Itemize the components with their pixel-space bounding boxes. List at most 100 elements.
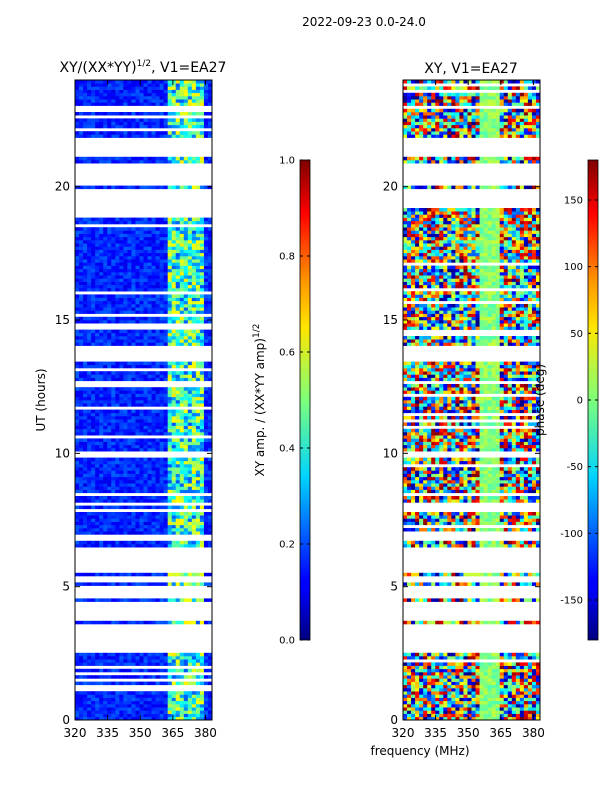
heatmap-cell (91, 403, 96, 407)
heatmap-cell (87, 700, 92, 705)
heatmap-cell (207, 694, 212, 698)
heatmap-cell (139, 691, 144, 695)
heatmap-cell (203, 409, 209, 414)
heatmap-cell (131, 131, 136, 135)
heatmap-cell (415, 662, 420, 666)
heatmap-cell (107, 134, 112, 138)
heatmap-cell (195, 124, 201, 129)
heatmap-cell (207, 505, 212, 510)
heatmap-cell (131, 419, 136, 423)
heatmap-cell (195, 390, 201, 394)
heatmap-cell (435, 668, 440, 673)
heatmap-cell (179, 620, 185, 625)
heatmap-cell (95, 457, 100, 462)
heatmap-cell (171, 697, 177, 702)
heatmap-cell (151, 86, 156, 90)
heatmap-cell (119, 156, 124, 161)
heatmap-cell (159, 156, 165, 161)
heatmap-cell (127, 713, 132, 718)
heatmap-cell (87, 419, 92, 423)
heatmap-cell (99, 419, 104, 423)
heatmap-cell (467, 652, 472, 657)
heatmap-cell (79, 230, 84, 234)
heatmap-cell (171, 272, 177, 276)
heatmap-cell (179, 432, 185, 436)
heatmap-cell (187, 387, 193, 391)
heatmap-cell (143, 444, 148, 449)
heatmap-cell (107, 668, 112, 673)
heatmap-cell (95, 112, 100, 116)
heatmap-cell (151, 425, 156, 430)
heatmap-cell (511, 652, 517, 657)
heatmap-cell (183, 364, 189, 369)
heatmap-cell (175, 707, 181, 711)
heatmap-cell (107, 256, 112, 260)
heatmap-cell (495, 694, 501, 698)
heatmap-cell (159, 473, 165, 478)
colorbar-tick-label: 0.8 (279, 252, 295, 263)
heatmap-cell (511, 697, 517, 702)
heatmap-cell (119, 236, 124, 241)
heatmap-cell (483, 691, 489, 695)
heatmap-cell (131, 252, 136, 257)
heatmap-cell (107, 659, 112, 663)
heatmap-cell (407, 704, 412, 708)
heatmap-cell (203, 259, 209, 263)
heatmap-cell (139, 483, 144, 487)
heatmap-cell (103, 217, 108, 222)
heatmap-cell (83, 80, 88, 84)
heatmap-cell (95, 102, 100, 106)
heatmap-cell (207, 598, 212, 602)
heatmap-cell (459, 656, 464, 660)
heatmap-cell (123, 393, 128, 398)
heatmap-cell (107, 112, 112, 116)
heatmap-cell (443, 710, 448, 714)
heatmap-cell (163, 582, 169, 586)
heatmap-cell (123, 131, 128, 135)
heatmap-cell (83, 425, 88, 430)
heatmap-cell (435, 691, 440, 695)
heatmap-cell (183, 540, 189, 545)
heatmap-cell (183, 400, 189, 404)
heatmap-cell (151, 329, 156, 334)
heatmap-cell (111, 438, 116, 442)
heatmap-cell (119, 387, 124, 391)
heatmap-cell (103, 134, 108, 138)
heatmap-cell (199, 489, 205, 494)
heatmap-cell (135, 489, 140, 494)
heatmap-cell (179, 691, 185, 695)
heatmap-cell (435, 678, 440, 682)
heatmap-cell (131, 470, 136, 474)
heatmap-cell (127, 457, 132, 462)
heatmap-cell (139, 377, 144, 382)
heatmap-cell (107, 620, 112, 625)
heatmap-cell (499, 598, 505, 602)
heatmap-cell (103, 89, 108, 94)
heatmap-cell (131, 697, 136, 702)
heatmap-cell (163, 403, 169, 407)
heatmap-cell (515, 528, 521, 532)
heatmap-cell (171, 496, 177, 500)
heatmap-cell (143, 131, 148, 135)
heatmap-cell (163, 387, 169, 391)
heatmap-cell (115, 403, 120, 407)
heatmap-cell (115, 156, 120, 161)
heatmap-cell (171, 713, 177, 718)
heatmap-cell (135, 668, 140, 673)
heatmap-cell (531, 652, 537, 657)
heatmap-cell (123, 374, 128, 378)
heatmap-cell (175, 307, 181, 311)
heatmap-cell (155, 441, 161, 446)
heatmap-cell (147, 422, 152, 426)
heatmap-cell (147, 675, 152, 679)
heatmap-cell (171, 710, 177, 714)
heatmap-cell (483, 694, 489, 698)
heatmap-cell (191, 249, 197, 254)
heatmap-cell (79, 364, 84, 369)
heatmap-cell (147, 419, 152, 423)
heatmap-cell (143, 524, 148, 529)
heatmap-cell (203, 470, 209, 474)
heatmap-cell (155, 252, 161, 257)
heatmap-cell (95, 217, 100, 222)
heatmap-cell (131, 249, 136, 254)
